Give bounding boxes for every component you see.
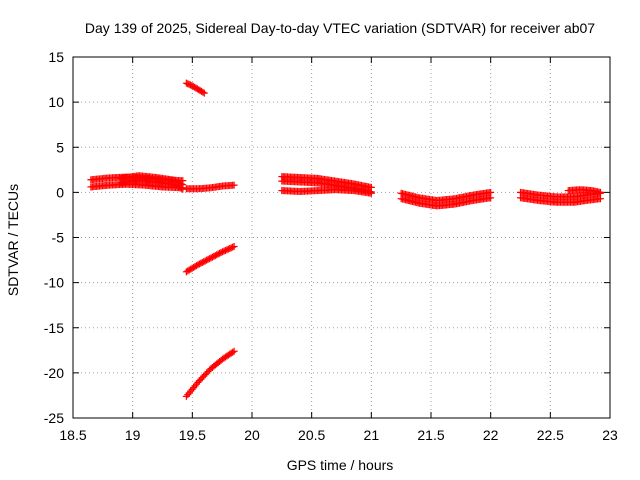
y-tick-label: -20 <box>44 365 64 381</box>
series-arc-h <box>278 186 375 197</box>
x-tick-label: 22 <box>483 427 499 443</box>
y-tick-label: 15 <box>48 49 64 65</box>
series-arc-f <box>182 347 238 400</box>
x-tick-label: 21 <box>364 427 380 443</box>
data-point <box>230 243 238 251</box>
data-point <box>230 181 238 189</box>
y-tick-label: 10 <box>48 94 64 110</box>
data-point <box>229 348 237 356</box>
data-point <box>229 243 237 251</box>
x-tick-label: 20 <box>244 427 260 443</box>
plot-frame <box>72 56 611 419</box>
x-tick-label: 21.5 <box>417 427 444 443</box>
x-axis-label: GPS time / hours <box>287 457 394 473</box>
x-tick-label: 23 <box>602 427 618 443</box>
y-tick-label: -15 <box>44 320 64 336</box>
data-point <box>596 195 604 203</box>
axis-ticks: 18.5 19 19.5 20 20.5 21 21.5 22 22.5 23 -25 -20 -15 -… <box>44 49 618 443</box>
y-axis-label: SDTVAR / TECUs <box>5 184 21 296</box>
y-tick-label: -5 <box>52 230 65 246</box>
y-tick-label: -25 <box>44 410 64 426</box>
series-arc-c <box>182 181 238 193</box>
series-arc-d <box>182 79 208 97</box>
data-point <box>200 89 208 97</box>
data-point <box>596 188 604 196</box>
series-arc-e <box>182 243 238 276</box>
y-tick-label: -10 <box>44 275 64 291</box>
x-tick-label: 18.5 <box>59 427 86 443</box>
x-tick-label: 19.5 <box>179 427 206 443</box>
x-tick-label: 22.5 <box>537 427 564 443</box>
x-tick-label: 19 <box>125 427 141 443</box>
data-point <box>487 194 495 202</box>
chart-title: Day 139 of 2025, Sidereal Day-to-day VTE… <box>85 20 595 36</box>
data-point <box>367 189 375 197</box>
data-markers <box>87 79 604 400</box>
series-arc-i <box>397 188 495 210</box>
grid-lines <box>73 57 610 418</box>
y-tick-label: 5 <box>56 139 64 155</box>
data-point <box>199 88 207 96</box>
x-tick-label: 20.5 <box>298 427 325 443</box>
data-point <box>230 347 238 355</box>
y-tick-label: 0 <box>56 184 64 200</box>
series-arc-k <box>564 186 604 196</box>
series-arc-b <box>117 172 187 193</box>
